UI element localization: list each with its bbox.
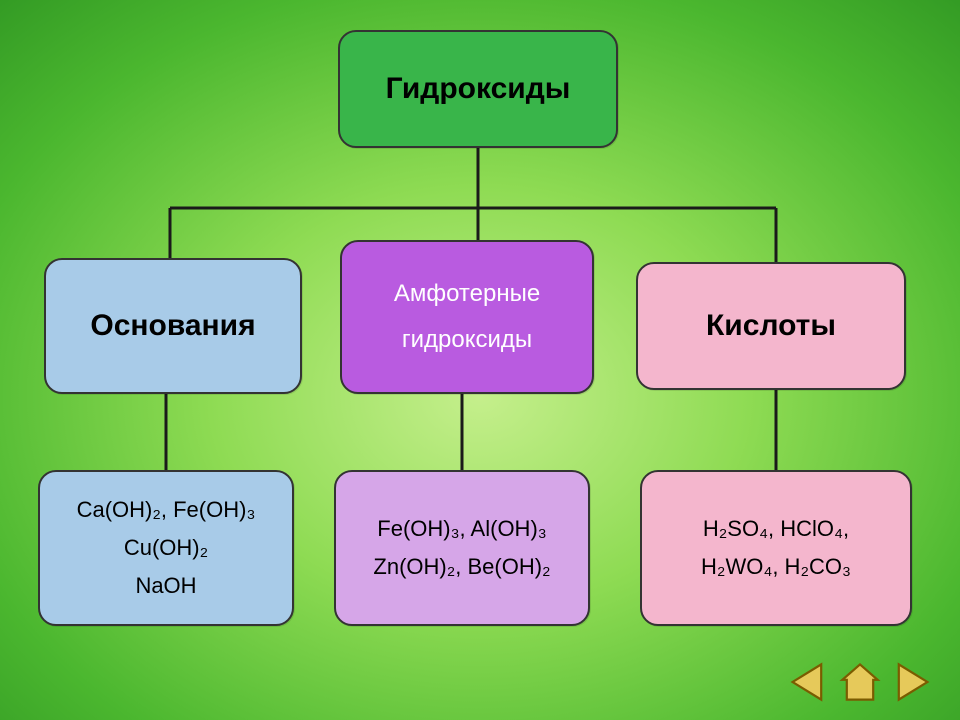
node-label-line1: Амфотерные — [394, 278, 540, 310]
formula-line: Ca(OH)₂, Fe(OH)₃ — [77, 495, 256, 525]
node-label: Основания — [90, 306, 255, 347]
triangle-left-icon — [786, 660, 830, 704]
triangle-right-icon — [890, 660, 934, 704]
node-label: Гидроксиды — [386, 69, 571, 110]
next-slide-button[interactable] — [890, 660, 934, 704]
node-acids-examples: H₂SO₄, HClO₄, H₂WO₄, H₂CO₃ — [640, 470, 912, 626]
node-bases-examples: Ca(OH)₂, Fe(OH)₃ Cu(OH)₂ NaOH — [38, 470, 294, 626]
node-amphoteric-examples: Fe(OH)₃, Al(OH)₃ Zn(OH)₂, Be(OH)₂ — [334, 470, 590, 626]
formula-line: Cu(OH)₂ — [124, 533, 208, 563]
formula-line: H₂SO₄, HClO₄, — [703, 514, 849, 544]
node-label: Кислоты — [706, 306, 836, 347]
formula-line: H₂WO₄, H₂CO₃ — [701, 552, 851, 582]
node-acids: Кислоты — [636, 262, 906, 390]
formula-line: Zn(OH)₂, Be(OH)₂ — [373, 552, 550, 582]
node-amphoteric: Амфотерные гидроксиды — [340, 240, 594, 394]
formula-line: Fe(OH)₃, Al(OH)₃ — [377, 514, 546, 544]
prev-slide-button[interactable] — [786, 660, 830, 704]
home-button[interactable] — [838, 660, 882, 704]
node-label-line2: гидроксиды — [402, 324, 532, 356]
node-bases: Основания — [44, 258, 302, 394]
formula-line: NaOH — [135, 571, 196, 601]
house-icon — [838, 660, 882, 704]
node-hydroxides-root: Гидроксиды — [338, 30, 618, 148]
